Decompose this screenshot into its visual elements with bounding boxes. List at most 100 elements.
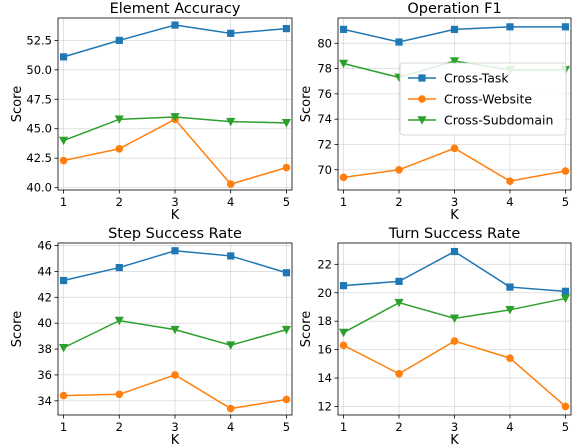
- y-tick-label: 46: [37, 239, 52, 253]
- data-point-cross-subdomain: [114, 115, 124, 124]
- data-point-cross-website: [506, 177, 514, 185]
- y-tick-label: 40.0: [26, 181, 52, 195]
- y-tick-label: 74: [317, 112, 332, 126]
- x-tick-label: 1: [340, 420, 347, 434]
- legend-marker-cross-website: [418, 95, 426, 103]
- data-point-cross-task: [59, 276, 68, 285]
- y-tick-label: 80: [317, 36, 332, 50]
- data-point-cross-task: [561, 287, 570, 295]
- data-point-cross-website: [282, 395, 291, 404]
- x-tick-label: 3: [171, 195, 178, 209]
- data-point-cross-website: [115, 390, 124, 399]
- data-point-cross-subdomain: [505, 306, 515, 315]
- y-tick-label: 76: [317, 87, 332, 101]
- data-point-cross-subdomain: [394, 298, 404, 308]
- x-tick-label: 4: [227, 195, 234, 209]
- data-point-cross-task: [227, 252, 235, 260]
- x-tick-label: 5: [283, 195, 290, 209]
- chart-legend: Cross-Task Cross-Website Cross-Subdomain: [399, 62, 567, 136]
- x-tick-label: 3: [451, 195, 458, 209]
- y-axis-label: Score: [10, 86, 25, 122]
- y-tick-label: 16: [317, 343, 332, 357]
- data-point-cross-task: [395, 38, 403, 46]
- data-point-cross-website: [115, 144, 124, 153]
- data-point-cross-task: [339, 282, 348, 290]
- data-point-cross-task: [282, 25, 291, 33]
- y-axis-label: Score: [299, 86, 314, 122]
- data-point-cross-task: [171, 247, 179, 255]
- chart-title: Turn Success Rate: [388, 226, 521, 242]
- data-point-cross-website: [450, 337, 459, 345]
- y-tick-label: 44: [37, 264, 52, 278]
- x-tick-label: 1: [340, 195, 347, 209]
- y-tick-label: 47.5: [26, 92, 52, 106]
- chart-panel-operation-f1: 1 2 3 4 5 70 72 74 76 78 80 Operation F1 K Score Cross…: [299, 1, 572, 223]
- y-tick-label: 52.5: [26, 33, 52, 47]
- x-tick-label: 3: [171, 420, 178, 434]
- data-point-cross-subdomain: [338, 328, 349, 338]
- data-point-cross-task: [171, 21, 179, 29]
- data-point-cross-website: [561, 167, 570, 175]
- legend-label-cross-website: Cross-Website: [444, 92, 532, 107]
- y-tick-label: 34: [37, 394, 52, 408]
- legend-marker-cross-subdomain: [417, 116, 427, 125]
- y-tick-label: 36: [37, 368, 52, 382]
- y-tick-label: 72: [317, 137, 332, 151]
- data-point-cross-task: [115, 36, 123, 44]
- y-tick-label: 42: [37, 290, 52, 304]
- data-point-cross-subdomain: [281, 325, 292, 335]
- data-point-cross-website: [282, 163, 291, 172]
- legend-box: [399, 62, 567, 136]
- x-tick-label: 5: [283, 420, 290, 434]
- y-tick-label: 70: [317, 163, 332, 177]
- x-axis-label: K: [450, 433, 459, 444]
- chart-title: Element Accuracy: [110, 1, 241, 17]
- x-axis-label: K: [171, 208, 180, 223]
- x-tick-label: 2: [116, 195, 123, 209]
- y-tick-label: 42.5: [26, 151, 52, 165]
- chart-title: Step Success Rate: [108, 226, 242, 242]
- data-point-cross-subdomain: [58, 136, 69, 146]
- y-tick-label: 78: [317, 62, 332, 76]
- data-point-cross-task: [450, 247, 459, 256]
- y-tick-label: 12: [317, 399, 332, 413]
- data-point-cross-subdomain: [281, 119, 292, 128]
- x-tick-label: 1: [60, 420, 67, 434]
- data-point-cross-website: [59, 156, 68, 165]
- data-point-cross-task: [282, 269, 291, 277]
- x-tick-label: 4: [506, 420, 513, 434]
- y-tick-label: 50.0: [26, 63, 52, 77]
- data-point-cross-subdomain: [170, 325, 180, 335]
- data-point-cross-subdomain: [226, 117, 236, 127]
- data-point-cross-task: [339, 25, 348, 33]
- data-point-cross-task: [506, 23, 514, 31]
- y-tick-label: 45.0: [26, 122, 52, 136]
- data-point-cross-website: [339, 341, 348, 350]
- data-point-cross-subdomain: [449, 57, 460, 66]
- data-point-cross-subdomain: [170, 113, 180, 122]
- legend-label-cross-subdomain: Cross-Subdomain: [444, 113, 553, 128]
- data-point-cross-website: [171, 371, 179, 379]
- legend-label-cross-task: Cross-Task: [444, 71, 509, 86]
- y-tick-label: 20: [317, 286, 332, 300]
- data-point-cross-website: [395, 369, 403, 378]
- chart-title: Operation F1: [407, 1, 501, 17]
- x-axis-label: K: [450, 208, 459, 223]
- x-tick-label: 2: [116, 420, 123, 434]
- data-point-cross-subdomain: [226, 341, 236, 350]
- data-point-cross-website: [506, 354, 514, 362]
- data-point-cross-subdomain: [114, 316, 124, 326]
- data-point-cross-subdomain: [560, 294, 571, 304]
- data-point-cross-website: [561, 402, 570, 411]
- data-point-cross-task: [395, 277, 403, 285]
- x-tick-label: 5: [562, 195, 569, 209]
- data-point-cross-task: [59, 53, 68, 61]
- x-tick-label: 5: [562, 420, 569, 434]
- data-point-cross-website: [450, 144, 459, 153]
- y-axis-label: Score: [10, 311, 25, 347]
- x-tick-label: 1: [60, 195, 67, 209]
- x-tick-label: 2: [395, 420, 402, 434]
- y-tick-label: 38: [37, 342, 52, 356]
